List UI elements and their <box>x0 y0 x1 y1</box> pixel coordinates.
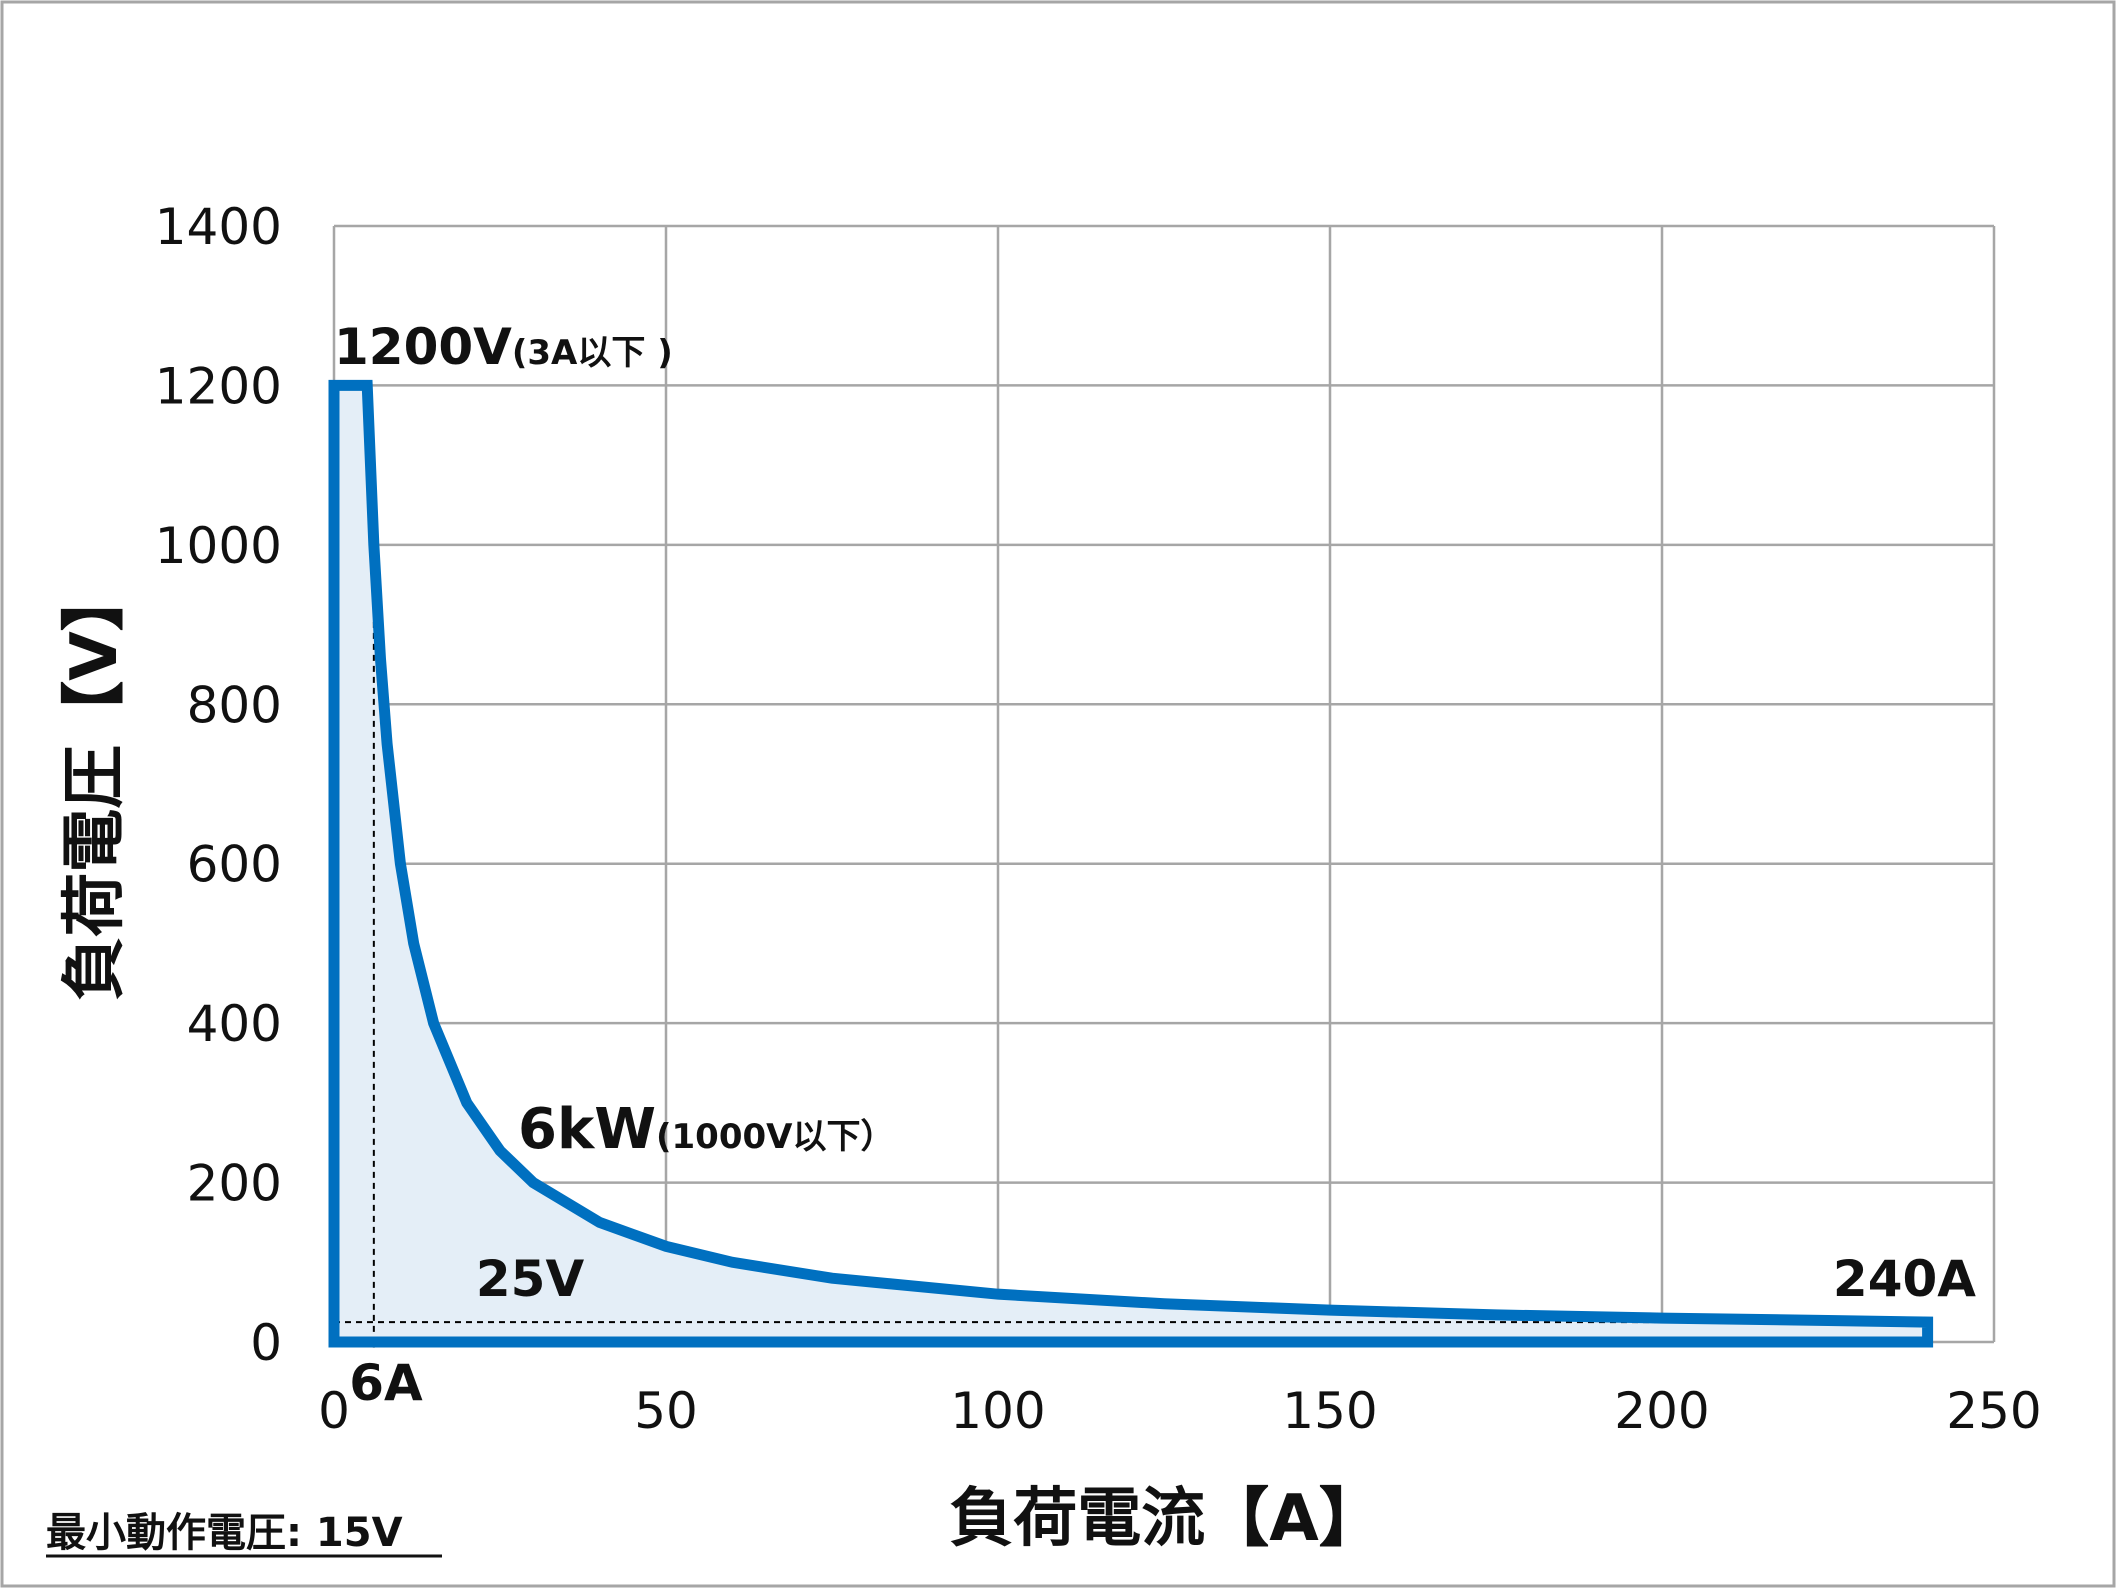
annotation-6kw-note: (1000V以下） <box>656 1117 894 1157</box>
y-tick-label: 800 <box>187 676 282 734</box>
reference-lines <box>334 544 1928 1348</box>
x-tick-label: 100 <box>950 1382 1045 1440</box>
y-tick-label: 400 <box>187 995 282 1053</box>
annotation-6kw-value: 6kW <box>518 1097 656 1162</box>
power-limit-curve <box>328 379 1934 1348</box>
x-tick-label: 200 <box>1614 1382 1709 1440</box>
x-tick-label: 150 <box>1282 1382 1377 1440</box>
x-axis-title: 負荷電流【A】 <box>949 1482 1383 1556</box>
annotation-1200v: 1200V(3A以下 ) <box>334 318 673 376</box>
footnote-min-voltage: 最小動作電圧: 15V <box>46 1510 403 1556</box>
y-tick-label: 200 <box>187 1155 282 1213</box>
reference-label-25v: 25V <box>476 1250 585 1308</box>
annotation-1200v-note: (3A以下 ) <box>512 333 673 373</box>
annotation-6kw: 6kW(1000V以下） <box>518 1097 894 1162</box>
tick-labels: 0 50 100 150 200 250 0 200 400 600 800 1000 1200 1400 <box>155 198 2042 1440</box>
y-tick-label: 1000 <box>155 517 282 575</box>
y-tick-label: 1400 <box>155 198 282 256</box>
y-tick-label: 1200 <box>155 357 282 415</box>
reference-label-6a: 6A <box>349 1354 423 1412</box>
operating-area-fill <box>334 385 1928 1342</box>
y-tick-label: 0 <box>250 1314 282 1372</box>
y-tick-label: 600 <box>187 836 282 894</box>
annotation-1200v-value: 1200V <box>334 318 512 376</box>
x-tick-label: 0 <box>318 1382 350 1440</box>
x-tick-label: 50 <box>634 1382 698 1440</box>
annotation-240a: 240A <box>1833 1250 1976 1308</box>
y-axis-title: 負荷電圧【V】 <box>58 567 132 1001</box>
x-tick-label: 250 <box>1946 1382 2041 1440</box>
grid <box>332 224 1996 1344</box>
